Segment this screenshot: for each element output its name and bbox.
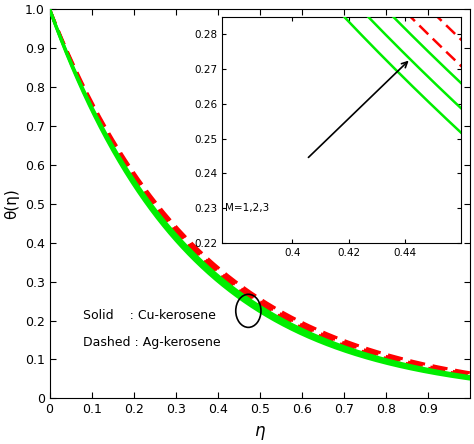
X-axis label: η: η [255,422,265,440]
Text: Solid    : Cu-kerosene: Solid : Cu-kerosene [83,309,216,322]
Y-axis label: θ(η): θ(η) [4,188,19,219]
Text: Dashed : Ag-kerosene: Dashed : Ag-kerosene [83,336,221,349]
